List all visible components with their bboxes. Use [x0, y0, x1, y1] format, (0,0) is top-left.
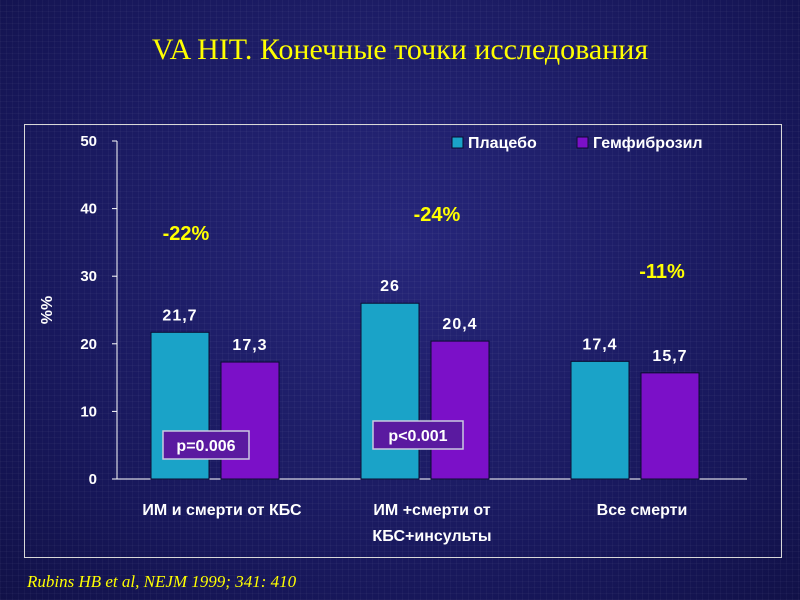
- source-citation: Rubins HB et al, NEJM 1999; 341: 410: [27, 572, 297, 591]
- chart-legend: Плацебо Гемфиброзил: [451, 135, 703, 152]
- reduction-label: -11%: [639, 261, 685, 283]
- bar-gemfibrozil: [220, 361, 280, 480]
- bar-value-label: 21,7: [162, 307, 197, 324]
- x-category-label: ИМ +смерти от: [373, 502, 490, 519]
- x-category-label: КБС+инсульты: [372, 528, 491, 545]
- bar-value-label: 20,4: [442, 316, 477, 333]
- legend-swatch-placebo: [451, 136, 464, 149]
- bar-value-label: 26: [380, 278, 400, 295]
- x-category-label: Все смерти: [597, 502, 688, 519]
- p-value-box: [372, 420, 464, 450]
- y-tick-label: 20: [80, 336, 97, 353]
- p-value-box: [162, 430, 250, 460]
- legend-label: Плацебо: [468, 135, 537, 152]
- p-value-label: p=0.006: [176, 438, 235, 455]
- bar-value-label: 15,7: [652, 348, 687, 365]
- p-value-label: p<0.001: [388, 428, 447, 445]
- reduction-label: -22%: [163, 223, 210, 245]
- bar-placebo: [570, 360, 630, 480]
- y-tick-label: 50: [80, 133, 97, 150]
- reduction-label: -24%: [414, 204, 461, 226]
- chart-panel: [24, 124, 782, 558]
- bar-value-label: 17,3: [232, 337, 267, 354]
- bar-gemfibrozil: [640, 372, 700, 480]
- y-tick-label: 30: [80, 268, 97, 285]
- bar-value-label: 17,4: [582, 336, 617, 353]
- legend-swatch-gemfibrozil: [576, 136, 589, 149]
- bar-placebo: [360, 302, 420, 480]
- y-axis-label: %%: [39, 296, 56, 324]
- y-tick-label: 10: [80, 403, 97, 420]
- legend-label: Гемфиброзил: [593, 135, 703, 152]
- bar-gemfibrozil: [430, 340, 490, 480]
- slide-title: VA HIT. Конечные точки исследования: [151, 33, 649, 66]
- x-category-label: ИМ и смерти от КБС: [142, 502, 302, 519]
- chart-labels: 21,7 17,3 ИМ и смерти от КБС -22% p=0.006 26 2…: [142, 204, 687, 545]
- y-tick-label: 40: [80, 201, 97, 218]
- y-tick-label: 0: [89, 471, 97, 488]
